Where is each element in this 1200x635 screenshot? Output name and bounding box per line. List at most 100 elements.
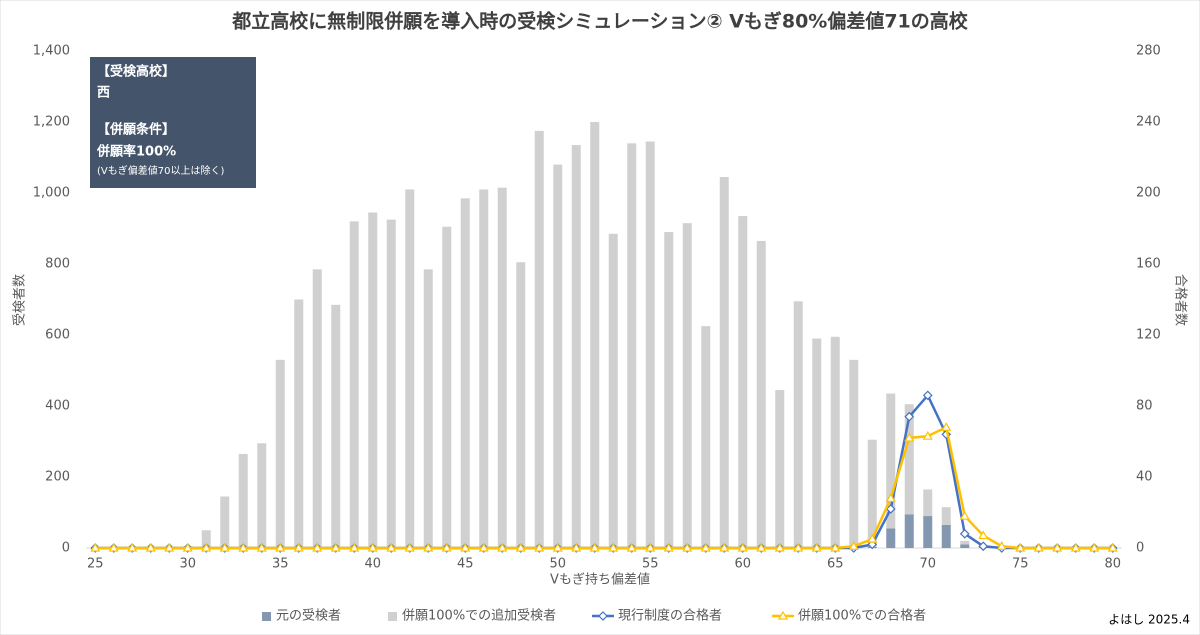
line-marker [1052,542,1063,552]
y-tick-label: 800 [45,257,70,272]
line-marker [182,542,193,552]
x-tick-label: 30 [179,557,196,572]
bar [571,145,581,548]
line-marker [885,493,896,502]
line-marker [811,542,822,552]
line-marker [441,542,452,552]
y2-tick-label: 280 [1136,44,1161,59]
bar [497,187,507,549]
line-marker [663,542,674,552]
line-marker [1107,542,1118,552]
bar [627,143,637,549]
line-marker [460,542,471,552]
bar [442,226,452,548]
line-marker [478,542,489,552]
y2-tick-label: 160 [1136,257,1161,272]
bar [793,301,803,548]
bar [812,338,822,548]
line-marker [867,533,878,543]
x-tick-label: 55 [642,557,659,572]
line-marker [700,542,711,552]
x-tick-label: 65 [827,557,844,572]
line-marker [534,542,545,552]
line-marker [904,411,915,422]
line-marker [293,542,304,552]
y2-tick-label: 240 [1136,115,1161,130]
bar [275,359,285,548]
x-tick-label: 40 [364,557,381,572]
y-tick-label: 1,200 [33,115,70,130]
line-marker [793,542,804,552]
annotation-text: 【併願条件】 [97,122,175,138]
line-marker [922,390,933,401]
annotation-text: 西 [97,86,110,101]
annotation-text: 併願率100% [96,144,176,160]
line-marker [1089,542,1100,552]
y2-tick-label: 80 [1136,399,1153,414]
line-marker [645,542,656,552]
line-marker [108,542,119,552]
legend-swatch [388,612,397,621]
y-tick-label: 200 [45,470,70,485]
bar [331,304,341,548]
line-marker [682,542,693,552]
line-marker [127,542,138,552]
line-marker [737,542,748,552]
bar [479,189,489,548]
bar [886,528,896,548]
line-marker [941,422,952,431]
line-marker [275,542,286,552]
bar [775,390,785,548]
annotation-text: (Vもぎ偏差値70以上は除く) [97,164,224,177]
line-marker [256,542,267,552]
bar [534,130,544,548]
line-marker [626,542,637,552]
line-marker [515,542,526,552]
bar [960,544,970,548]
annotation-text: 【受検高校】 [97,64,175,80]
bar [608,233,618,548]
bar [886,393,896,529]
x-tick-label: 60 [734,557,751,572]
legend-label: 元の受検者 [276,609,341,624]
line-marker [238,542,249,552]
bar [405,189,415,548]
line-marker [219,542,230,552]
y2-tick-label: 200 [1136,186,1161,201]
bar [830,336,840,548]
bar [645,141,655,548]
line-marker [922,430,933,440]
line-marker [598,611,608,621]
bar [257,443,267,548]
annotation-box [90,57,256,188]
line-marker [349,542,360,552]
line-marker [1033,542,1044,552]
bar [460,198,470,548]
legend-swatch [262,612,271,621]
line-marker [571,542,582,552]
line-marker [608,542,619,552]
line-marker [885,504,896,514]
line-marker [330,542,341,552]
y2-tick-label: 40 [1136,470,1153,485]
line-marker [959,528,970,539]
bar [941,524,951,548]
y-tick-label: 400 [45,399,70,414]
line-marker [777,610,789,620]
x-axis-title: Vもぎ持ち偏差値 [550,572,650,588]
bar [849,359,859,548]
y2-tick-label: 0 [1136,541,1144,556]
y-tick-label: 1,400 [33,44,70,59]
line-marker [145,542,156,552]
legend-label: 併願100%での合格者 [798,608,926,624]
y-axis-title: 受検者数 [13,274,28,326]
bar [756,240,766,549]
line-marker [589,542,600,552]
line-marker [774,542,785,552]
y2-axis-title: 合格者数 [1173,274,1189,326]
x-tick-label: 70 [919,557,936,572]
bar [312,269,322,548]
x-tick-label: 25 [87,557,104,572]
y-tick-label: 1,000 [33,186,70,201]
bar [719,177,729,548]
